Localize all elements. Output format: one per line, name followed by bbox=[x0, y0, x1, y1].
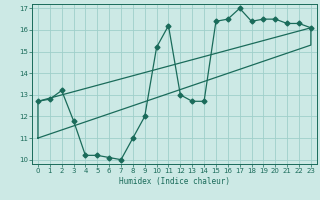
X-axis label: Humidex (Indice chaleur): Humidex (Indice chaleur) bbox=[119, 177, 230, 186]
